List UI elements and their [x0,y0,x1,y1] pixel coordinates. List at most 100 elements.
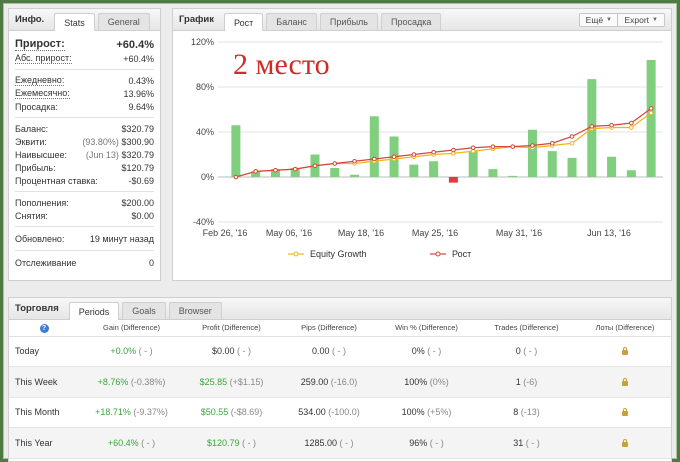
chart-bar [488,169,498,177]
trades-value: 0 [515,346,521,357]
tab-browser[interactable]: Browser [168,302,222,319]
series-point [648,110,654,116]
divider [15,250,154,251]
export-button-label: Export [624,15,650,25]
win-difference: ( - ) [427,346,442,357]
divider [15,191,154,192]
info-panel-header: Инфо. Stats General [9,9,160,31]
tab-stats[interactable]: Stats [54,13,95,31]
profit-value: $0.00 [211,346,235,357]
export-button[interactable]: Export ▼ [617,13,665,27]
withdrawals-label: Снятия: [15,210,48,221]
column-header[interactable]: Pips (Difference) [279,320,379,337]
chart-bar [607,156,617,177]
daily-label: Ежедневно: [15,75,65,86]
tab-general[interactable]: General [97,13,150,30]
legend-marker [435,251,441,257]
deposits-value: $200.00 [121,197,154,208]
balance-value: $320.79 [121,123,154,134]
x-tick-label: May 31, '16 [496,228,542,238]
pips-difference: ( - ) [332,346,347,357]
growth-chart: 120% 80% 40% 0% -40%Feb 26, '16 May 06, '16 Ma… [191,37,663,259]
period-label: This Week [15,376,58,387]
more-button[interactable]: Ещё ▼ [578,13,619,27]
gain-difference: (-0.38%) [130,376,166,387]
table-row: This Month +18.71% (-9.37%) $50.55 (-$8.69… [9,397,671,428]
column-header[interactable]: Gain (Difference) [79,320,184,337]
table-cell: 1 (-6) [474,366,579,398]
monthly-row: Ежемесячно: 13.96% [15,87,154,100]
x-tick-label: Feb 26, '16 [203,228,248,238]
win-value: 100% [401,407,425,418]
column-header[interactable]: Profit (Difference) [184,320,279,337]
gain-value: +60.4% [116,38,154,51]
table-cell: 96% ( - ) [379,427,474,459]
highest-label: Наивысшее: [15,149,68,160]
pips-value: 259.00 [300,376,329,387]
withdrawals-row: Снятия: $0.00 [15,209,154,222]
lock-icon[interactable] [622,377,628,386]
series-point [312,163,318,169]
lock-icon[interactable] [622,408,628,417]
tab-periods[interactable]: Periods [68,302,120,320]
chart-bar [231,125,241,177]
equity-note: (93.80%) [82,136,119,147]
tab-growth[interactable]: Рост [224,13,264,31]
legend-label: Рост [452,249,471,259]
table-cell: $120.79 ( - ) [184,427,279,459]
series-point [569,134,575,139]
interest-value: -$0.69 [128,175,154,186]
table-cell: $50.55 (-$8.69) [184,397,279,428]
gain-row: Прирост: +60.4% [15,37,154,52]
more-button-label: Ещё [585,15,604,25]
tab-goals[interactable]: Goals [122,302,166,319]
table-header-row: ? Gain (Difference) Profit (Difference) … [9,320,671,337]
column-header[interactable]: Лоты (Difference) [579,320,671,337]
lock-icon[interactable] [622,438,628,447]
series-point [253,169,258,174]
chart-bar [290,168,300,177]
column-header[interactable]: Trades (Difference) [474,320,579,337]
win-difference: (0%) [429,376,449,387]
highest-note: (Jun 13) [85,149,119,160]
lock-icon[interactable] [622,347,628,356]
equity-value: $300.90 [121,136,154,147]
withdrawals-value: $0.00 [131,210,154,221]
series-point [609,122,614,128]
series-point [292,166,298,172]
win-value: 100% [404,376,428,387]
trades-difference: ( - ) [525,437,540,448]
win-difference: (+5%) [427,407,452,418]
tab-profit[interactable]: Прибыль [319,13,378,30]
daily-value: 0.43% [128,75,154,86]
table-cell: 1285.00 ( - ) [279,427,379,459]
table-row: Today +0.0% ( - ) $0.00 ( - ) 0.00 ( - ) 0% … [9,336,671,367]
help-icon[interactable]: ? [39,323,49,333]
win-value: 0% [411,346,425,357]
series-point [273,167,278,173]
tab-balance[interactable]: Баланс [266,13,317,30]
trades-value: 8 [513,407,519,418]
abs-gain-row: Абс. прирост: +60.4% [15,52,154,65]
gain-difference: ( - ) [141,437,156,448]
balance-row: Баланс: $320.79 [15,122,154,135]
series-point [371,156,377,162]
chart-bar [350,174,360,177]
trades-difference: (-6) [523,376,538,387]
column-header[interactable]: Win % (Difference) [379,320,474,337]
table-cell: +18.71% (-9.37%) [79,397,184,428]
gain-value: +18.71% [95,407,131,418]
period-label: This Year [15,437,53,448]
y-tick-label: 0% [201,172,214,182]
series-point [451,147,456,153]
chart-bar [369,116,379,177]
tab-drawdown[interactable]: Просадка [381,13,442,30]
series-line [235,107,652,178]
gain-difference: ( - ) [138,346,153,357]
series-point [431,149,436,155]
series-point [629,125,634,130]
table-cell [579,427,671,459]
trades-value: 31 [513,437,524,448]
y-tick-label: 40% [196,127,214,137]
profit-difference: (+$1.15) [229,376,264,387]
